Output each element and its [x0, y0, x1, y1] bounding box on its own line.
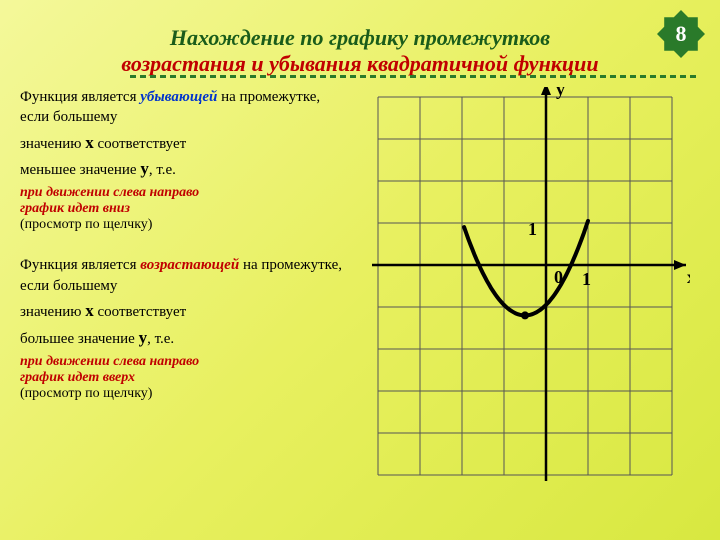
svg-text:у: у [556, 87, 565, 99]
var-y: у [139, 328, 148, 347]
svg-text:1: 1 [582, 269, 591, 289]
svg-text:х: х [687, 267, 690, 287]
definition-increasing: Функция является возрастающей на промежу… [20, 255, 350, 401]
text: соответствует [94, 304, 186, 320]
highlight-line: при движении слева направо [20, 354, 350, 370]
text: , т.е. [147, 331, 174, 347]
chart-area: ух011 [360, 87, 690, 487]
title-line-2: возрастания и убывания квадратичной функ… [60, 51, 660, 77]
text: Функция является [20, 89, 140, 105]
var-x: х [85, 301, 94, 320]
text: меньшее значение [20, 162, 140, 178]
definition-decreasing: Функция является убывающей на промежутке… [20, 87, 350, 233]
text: Функция является [20, 257, 140, 273]
highlight-line: график идет вниз [20, 201, 350, 217]
slide-title: Нахождение по графику промежутков возрас… [0, 0, 720, 87]
svg-text:1: 1 [528, 219, 537, 239]
text: соответствует [94, 136, 186, 152]
text: , т.е. [149, 162, 176, 178]
text: значению [20, 304, 85, 320]
highlight-line: при движении слева направо [20, 185, 350, 201]
slide-number-badge: 8 [657, 10, 705, 58]
svg-text:0: 0 [554, 267, 563, 287]
highlight-line: график идет вверх [20, 370, 350, 386]
text-column: Функция является убывающей на промежутке… [20, 87, 360, 487]
text: большее значение [20, 331, 139, 347]
keyword-decreasing: убывающей [140, 89, 217, 105]
text: значению [20, 136, 85, 152]
title-line-1: Нахождение по графику промежутков [60, 25, 660, 51]
slide-number: 8 [676, 21, 687, 47]
click-note: (просмотр по щелчку) [20, 217, 350, 233]
parabola-chart: ух011 [360, 87, 690, 487]
keyword-increasing: возрастающей [140, 257, 239, 273]
var-x: х [85, 133, 94, 152]
var-y: у [140, 159, 149, 178]
click-note: (просмотр по щелчку) [20, 386, 350, 402]
title-underline [130, 75, 700, 78]
